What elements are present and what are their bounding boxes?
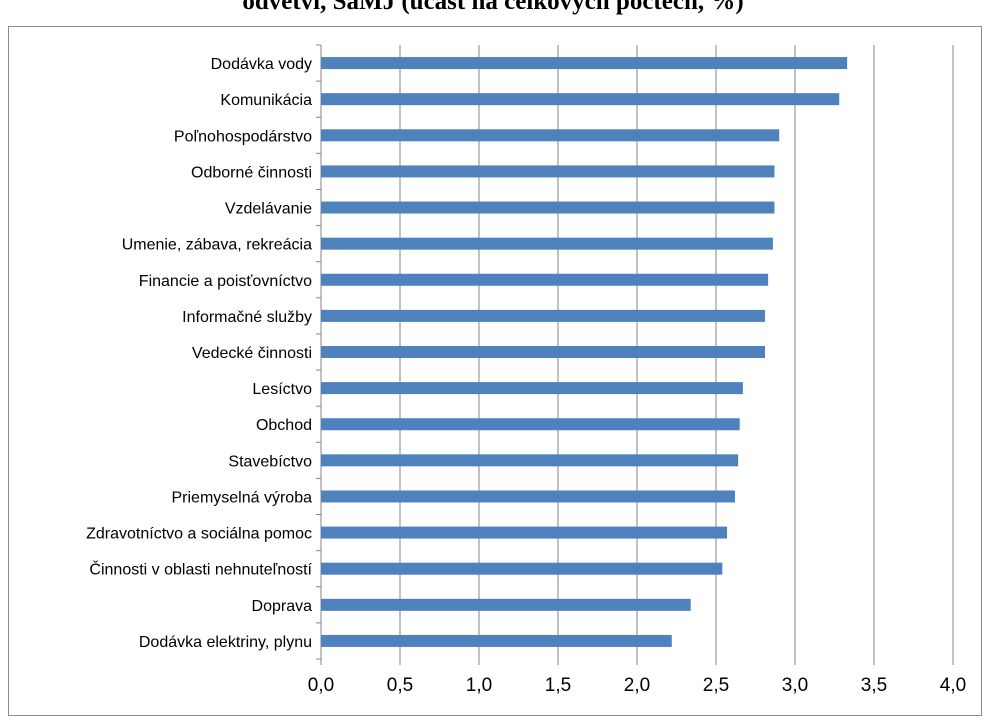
category-label: Komunikácia (220, 92, 312, 109)
category-label: Financie a poisťovníctvo (139, 273, 312, 290)
category-label: Priemyselná výroba (172, 489, 313, 506)
category-label: Informačné služby (182, 309, 312, 326)
category-label: Obchod (256, 417, 312, 434)
category-label: Činnosti v oblasti nehnuteľností (89, 560, 312, 579)
category-label: Lesíctvo (252, 381, 312, 398)
category-label: Vedecké činnosti (192, 345, 312, 362)
bar (321, 201, 775, 214)
category-label: Poľnohospodárstvo (174, 128, 312, 145)
category-label: Vzdelávanie (225, 201, 312, 218)
category-label: Dodávka elektriny, plynu (139, 634, 312, 651)
x-tick-label: 0,0 (308, 675, 334, 696)
category-label: Dodávka vody (211, 56, 312, 73)
x-tick-label: 2,0 (624, 675, 650, 696)
bar (321, 309, 765, 322)
bar (321, 93, 840, 106)
bar (321, 598, 691, 611)
bar (321, 418, 740, 431)
x-tick-label: 3,0 (782, 675, 808, 696)
bar (321, 490, 735, 503)
category-label: Odborné činnosti (191, 164, 312, 181)
chart-frame: Dodávka vody Komunikácia Poľnohospodárstvo… (8, 26, 982, 716)
bar (321, 634, 672, 647)
bar (321, 382, 743, 395)
bar (321, 129, 780, 142)
category-label: Stavebíctvo (228, 453, 312, 470)
bar (321, 57, 848, 70)
category-label: Zdravotníctvo a sociálna pomoc (86, 526, 312, 543)
bar (321, 454, 739, 467)
bar (321, 237, 773, 250)
bar (321, 273, 769, 286)
x-tick-label: 1,0 (466, 675, 492, 696)
x-tick-label: 3,5 (861, 675, 887, 696)
bar-chart: Dodávka vody Komunikácia Poľnohospodárstvo… (86, 44, 966, 696)
bar (321, 526, 728, 539)
bar (321, 165, 775, 178)
x-tick-label: 0,5 (387, 675, 413, 696)
x-tick-label: 1,5 (545, 675, 571, 696)
category-label: Umenie, zábava, rekreácia (122, 237, 312, 254)
chart-title: odvetví, SaMJ (účast na celkových počtec… (242, 0, 744, 15)
bar (321, 562, 723, 575)
x-tick-label: 2,5 (703, 675, 729, 696)
category-label: Doprava (252, 598, 313, 615)
x-tick-label: 4,0 (940, 675, 966, 696)
bar (321, 346, 765, 358)
